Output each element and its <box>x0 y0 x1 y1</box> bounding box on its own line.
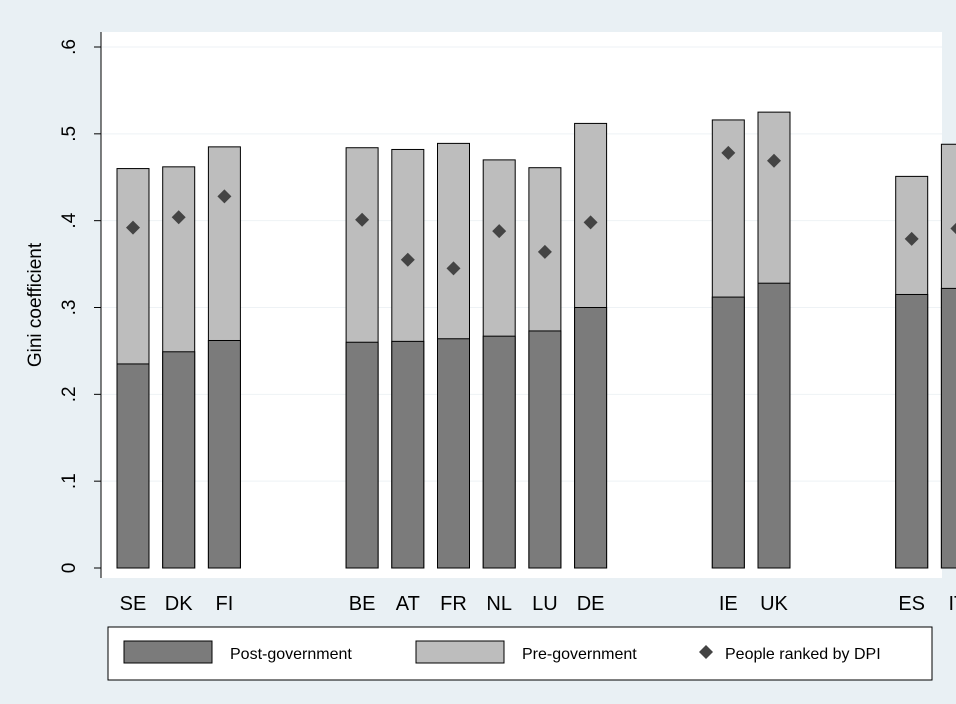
marker-dpi-nl <box>492 224 507 239</box>
markers <box>126 145 956 276</box>
y-tick-label: .2 <box>59 386 80 402</box>
y-tick-label: .3 <box>59 300 80 316</box>
legend-label-pre-government: Pre-government <box>522 646 637 663</box>
marker-dpi-ie <box>721 145 736 160</box>
bar-post-government-at <box>391 340 425 569</box>
y-axis-label: Gini coefficient <box>25 242 46 367</box>
bar-post-government-de <box>574 307 608 569</box>
x-tick-label: IT <box>949 593 956 615</box>
marker-dpi-se <box>126 220 140 235</box>
marker-dpi-be <box>355 212 370 227</box>
x-tick-label: FR <box>440 593 467 615</box>
plot-area <box>101 32 942 578</box>
bar-post-government-fr <box>437 338 470 569</box>
legend-label-dpi: People ranked by DPI <box>725 646 881 663</box>
legend-label-post-government: Post-government <box>230 646 352 663</box>
x-tick-label: AT <box>396 593 420 615</box>
grid-lines <box>102 46 942 482</box>
x-tick-label: IE <box>719 593 738 615</box>
x-axis-labels: SEDKFIBEATFRNLLUDEIEUKESITGRPT <box>120 593 956 615</box>
marker-dpi-fi <box>217 189 232 204</box>
x-tick-label: UK <box>760 593 788 615</box>
legend-box <box>107 626 933 681</box>
y-tick-label: .5 <box>59 126 80 142</box>
legend-marker-dpi <box>699 645 713 659</box>
x-tick-label: BE <box>349 593 376 615</box>
bar-post-government-se <box>116 363 150 569</box>
marker-dpi-es <box>904 231 919 246</box>
bar-post-government-es <box>895 293 929 569</box>
y-axis-ticks: 0 .1 .2 .3 .4 .5 .6 <box>59 39 101 573</box>
y-tick-label: .6 <box>59 39 80 55</box>
bar-post-government-lu <box>528 330 562 569</box>
marker-dpi-uk <box>767 153 781 168</box>
bar-post-government-it <box>940 287 956 569</box>
marker-dpi-fr <box>446 261 461 276</box>
marker-dpi-it <box>950 222 956 235</box>
bar-post-government-dk <box>162 351 196 569</box>
x-tick-label: ES <box>898 593 925 615</box>
bar-post-government-uk <box>757 282 791 569</box>
legend-swatch-post-government <box>123 640 213 664</box>
x-tick-label: FI <box>216 593 234 615</box>
marker-dpi-dk <box>171 210 186 225</box>
x-tick-label: DE <box>577 593 605 615</box>
marker-dpi-at <box>400 252 415 267</box>
legend: Post-government Pre-government People ra… <box>107 626 933 681</box>
bar-post-government-ie <box>711 296 745 569</box>
x-tick-label: DK <box>165 593 193 615</box>
bar-post-government-be <box>345 341 379 569</box>
bars <box>116 111 956 569</box>
y-tick-label: .1 <box>59 473 80 489</box>
y-tick-label: 0 <box>59 563 80 574</box>
x-tick-label: NL <box>486 593 512 615</box>
x-tick-label: LU <box>532 593 558 615</box>
y-tick-label: .4 <box>59 212 80 228</box>
x-tick-label: SE <box>120 593 147 615</box>
marker-dpi-de <box>583 215 598 230</box>
marker-dpi-lu <box>537 244 552 259</box>
bar-post-government-nl <box>482 335 516 569</box>
legend-swatch-pre-government <box>415 640 505 664</box>
bar-post-government-fi <box>207 339 241 569</box>
